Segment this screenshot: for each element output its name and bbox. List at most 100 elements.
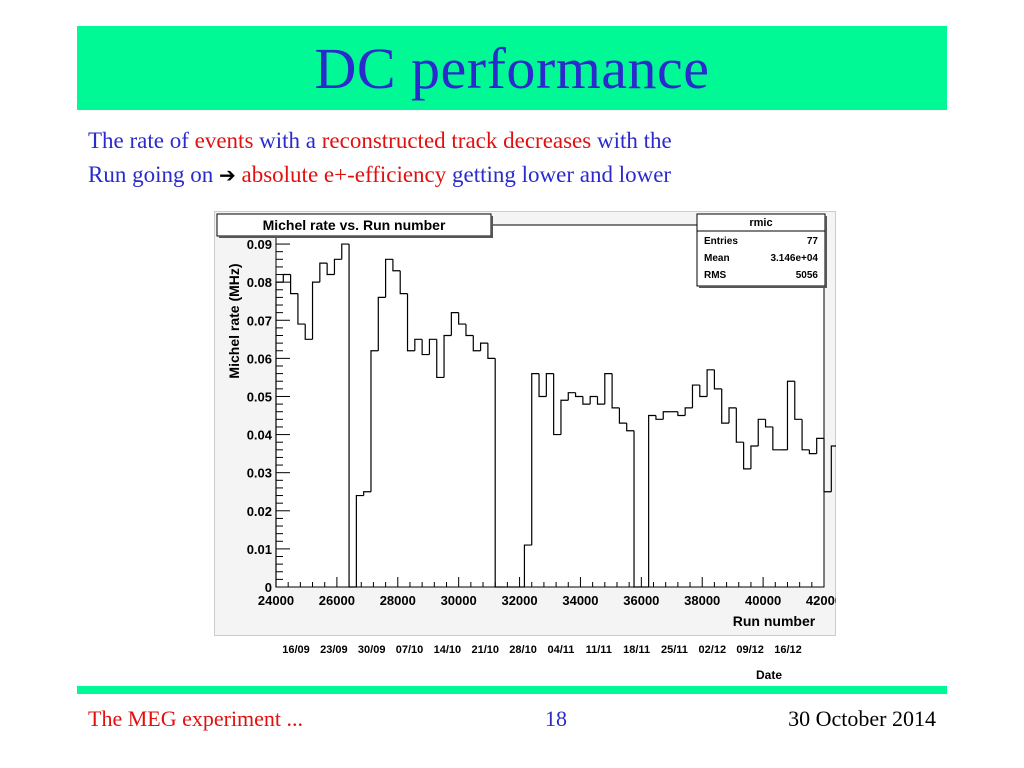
histogram-bin bbox=[414, 338, 423, 351]
page-number: 18 bbox=[545, 706, 567, 731]
histogram-bin bbox=[472, 335, 481, 352]
histogram-bin bbox=[479, 342, 488, 351]
x-tick-label: 26000 bbox=[319, 593, 355, 608]
histogram-bin bbox=[311, 281, 320, 340]
histogram-bin bbox=[443, 334, 452, 378]
date-label: 02/12 bbox=[699, 644, 727, 656]
histogram-bin bbox=[691, 384, 700, 408]
histogram-bin bbox=[363, 491, 371, 496]
histogram-bin bbox=[421, 339, 430, 356]
histogram-bin bbox=[436, 339, 445, 379]
date-label: 25/11 bbox=[661, 644, 688, 656]
histogram-bin bbox=[355, 494, 364, 587]
histogram-bin bbox=[596, 396, 605, 405]
x-axis-label: Run number bbox=[733, 613, 816, 629]
histogram-bin bbox=[743, 442, 751, 470]
histogram-bin bbox=[823, 438, 832, 493]
lead-efficiency: absolute e+-efficiency bbox=[241, 162, 447, 187]
histogram-bin bbox=[618, 407, 627, 424]
x-tick-label: 28000 bbox=[380, 593, 416, 608]
histogram-bin bbox=[655, 415, 664, 420]
histogram-bin bbox=[333, 258, 342, 275]
date-label: 14/10 bbox=[434, 644, 462, 656]
histogram-bin bbox=[406, 293, 415, 352]
stats-label-entries: Entries bbox=[704, 236, 738, 247]
stats-box: rmic Entries 77 Mean 3.146e+04 RMS 5056 bbox=[696, 213, 827, 288]
title-band: DC performance bbox=[77, 26, 947, 110]
histogram-bin bbox=[750, 445, 759, 469]
histogram-bin bbox=[764, 419, 773, 428]
histogram-bin bbox=[604, 373, 613, 405]
date-axis-svg: 16/09 23/09 30/09 07/10 14/10 21/10 28/10 04/11… bbox=[282, 644, 802, 682]
histogram-bin bbox=[560, 399, 569, 435]
histogram-bin bbox=[794, 381, 803, 420]
slide-title: DC performance bbox=[314, 35, 710, 101]
date-label: 28/10 bbox=[509, 644, 537, 656]
histogram-bin bbox=[523, 544, 532, 587]
chart-title: Michel rate vs. Run number bbox=[263, 217, 446, 233]
histogram-bin bbox=[553, 373, 561, 436]
lead-p5: with the bbox=[591, 128, 672, 153]
histogram-bin bbox=[684, 407, 693, 416]
histogram-bin bbox=[341, 243, 350, 260]
y-tick-label: 0.08 bbox=[247, 275, 272, 290]
y-tick-label: 0.01 bbox=[247, 542, 272, 557]
histogram-bin bbox=[648, 414, 656, 587]
x-tick-label: 34000 bbox=[562, 593, 598, 608]
histogram-bin bbox=[282, 273, 291, 283]
lead-events: events bbox=[194, 128, 254, 153]
histogram-bin bbox=[297, 293, 306, 325]
date-label: 21/10 bbox=[471, 644, 499, 656]
y-tick-label: 0.09 bbox=[247, 237, 272, 252]
histogram-chart: 0 0.01 0.02 0.03 0.04 0.05 0.06 0.07 0.08 0.09 24… bbox=[214, 211, 842, 636]
y-tick-label: 0.03 bbox=[247, 466, 272, 481]
y-axis: 0 0.01 0.02 0.03 0.04 0.05 0.06 0.07 0.08 0.09 bbox=[247, 237, 290, 595]
histogram-bin bbox=[326, 263, 335, 276]
histogram-bin bbox=[428, 338, 437, 355]
histogram-bin bbox=[721, 388, 730, 424]
stats-value-mean: 3.146e+04 bbox=[770, 253, 818, 264]
histogram-bin bbox=[735, 407, 744, 443]
chart-title-box: Michel rate vs. Run number bbox=[216, 213, 493, 238]
stats-value-entries: 77 bbox=[807, 236, 819, 247]
lead-p3: with a bbox=[253, 128, 322, 153]
histogram-bin bbox=[757, 418, 766, 447]
lead-line-2: Run going on ➔ absolute e+-efficiency ge… bbox=[88, 158, 948, 192]
y-tick-label: 0.05 bbox=[247, 389, 272, 404]
x-tick-label: 24000 bbox=[258, 593, 294, 608]
histogram-bin bbox=[458, 312, 466, 325]
date-label: 23/09 bbox=[320, 644, 348, 656]
histogram-bin bbox=[385, 258, 393, 298]
histogram-bin bbox=[531, 373, 540, 546]
histogram-bin bbox=[816, 437, 824, 454]
stats-name: rmic bbox=[749, 217, 772, 229]
histogram-bin bbox=[808, 449, 817, 455]
y-tick-label: 0.02 bbox=[247, 504, 272, 519]
date-label: 09/12 bbox=[736, 644, 764, 656]
y-tick-label: 0.06 bbox=[247, 351, 272, 366]
histogram-bin bbox=[728, 407, 737, 424]
histogram-bin bbox=[545, 373, 554, 397]
histogram-bin bbox=[611, 373, 620, 409]
x-axis: 24000 26000 28000 30000 32000 34000 36000 38000… bbox=[258, 577, 842, 608]
histogram-bin bbox=[582, 396, 591, 405]
histogram-bin bbox=[772, 426, 781, 451]
histogram-bin bbox=[465, 324, 474, 337]
date-label: 16/09 bbox=[282, 644, 310, 656]
histogram-bin bbox=[567, 392, 576, 401]
histogram-bin bbox=[633, 430, 642, 588]
date-label: 04/11 bbox=[547, 644, 574, 656]
y-tick-label: 0.07 bbox=[247, 313, 272, 328]
x-tick-label: 42000 bbox=[806, 593, 836, 608]
histogram-bin bbox=[801, 419, 810, 451]
y-axis-label: Michel rate (MHz) bbox=[226, 263, 242, 378]
lead-p6: Run going on bbox=[88, 162, 219, 187]
histogram-bin bbox=[699, 385, 708, 398]
histogram-bin bbox=[399, 270, 408, 295]
lead-p8: getting lower and lower bbox=[446, 162, 672, 187]
stats-label-rms: RMS bbox=[704, 270, 727, 281]
histogram-bin bbox=[574, 392, 583, 398]
histogram-bin bbox=[392, 259, 401, 272]
histogram-svg: 0 0.01 0.02 0.03 0.04 0.05 0.06 0.07 0.08 0.09 24… bbox=[214, 211, 842, 636]
arrow-icon: ➔ bbox=[218, 163, 236, 187]
